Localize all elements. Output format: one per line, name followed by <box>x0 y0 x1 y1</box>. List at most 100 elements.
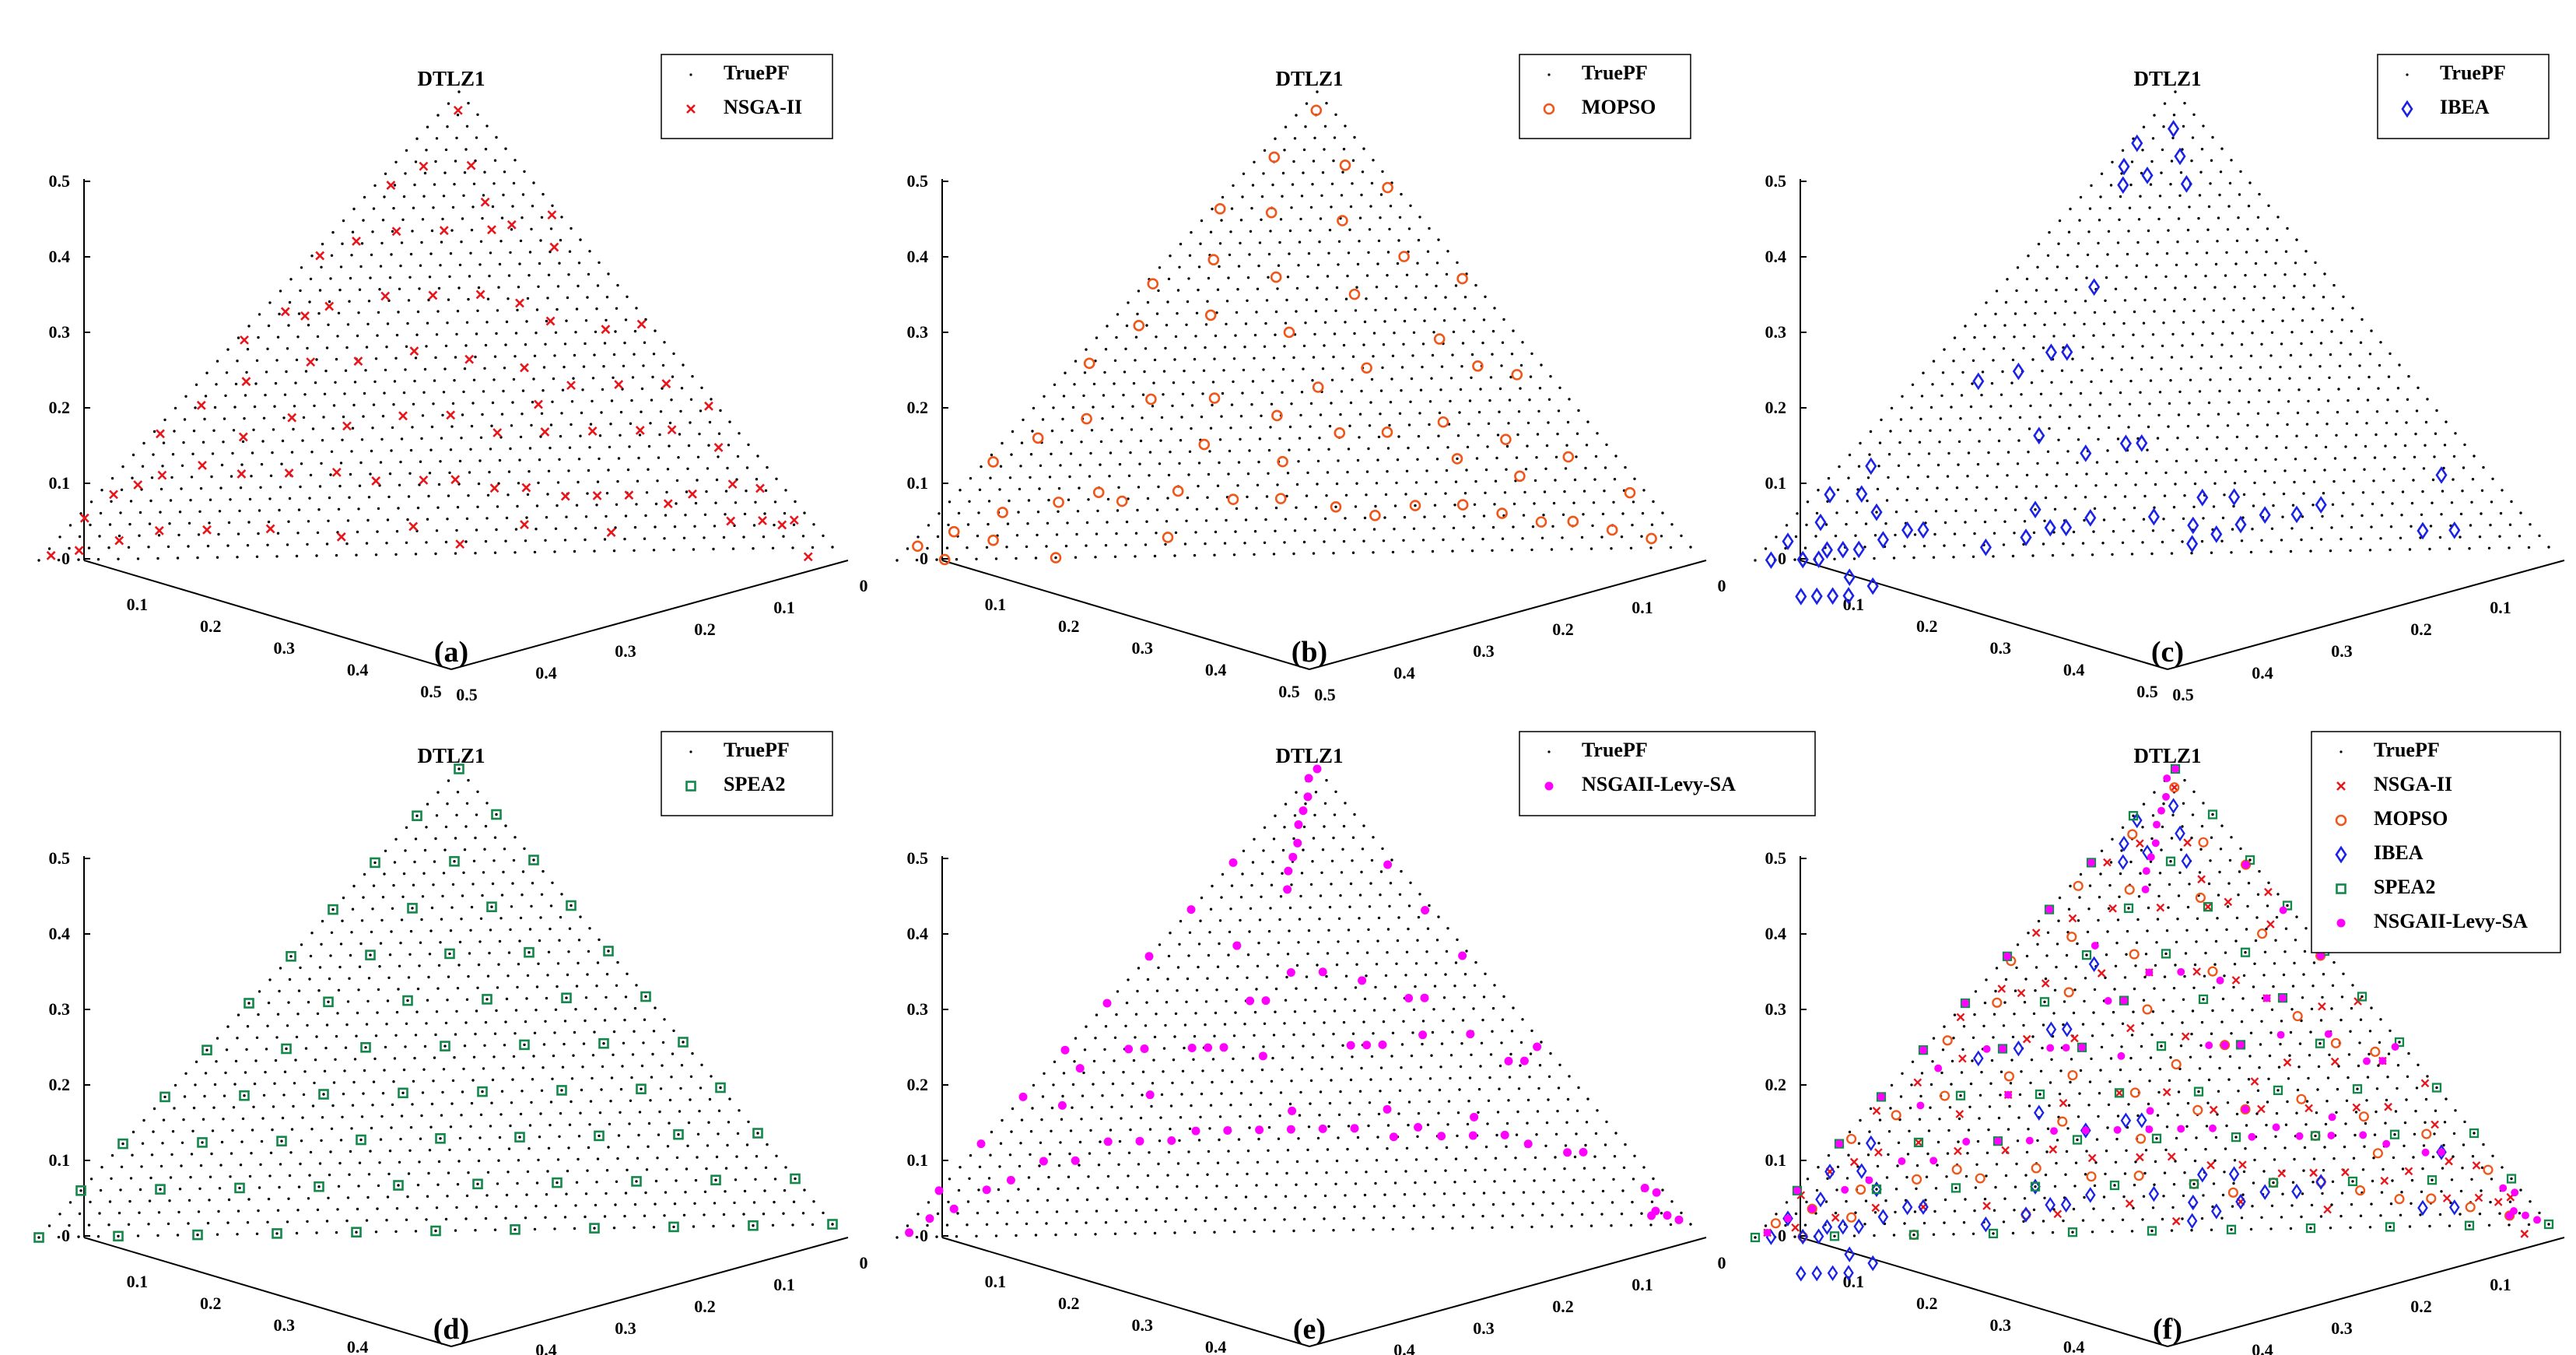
truepf-point <box>710 398 713 401</box>
truepf-point <box>1178 1139 1181 1143</box>
truepf-point <box>1155 312 1159 315</box>
truepf-point <box>2151 333 2155 336</box>
truepf-point <box>2091 553 2094 556</box>
nsga-ii-point <box>391 226 401 237</box>
truepf-point <box>2184 275 2188 278</box>
truepf-point <box>2134 287 2137 290</box>
truepf-point <box>2359 1018 2363 1021</box>
nsga-ii-point <box>521 483 531 493</box>
truepf-point <box>264 1070 267 1074</box>
truepf-point <box>1333 528 1337 532</box>
truepf-point <box>1980 393 1983 397</box>
truepf-point <box>1365 470 1369 473</box>
truepf-point <box>994 1234 998 1237</box>
nsgaii-levy-sa-point <box>1404 994 1414 1003</box>
truepf-point <box>524 1216 527 1220</box>
truepf-point <box>663 1214 666 1217</box>
truepf-point <box>1157 966 1160 970</box>
truepf-point <box>1244 1195 1248 1199</box>
truepf-point <box>1334 505 1337 508</box>
truepf-point <box>1274 333 1277 336</box>
truepf-point <box>1423 515 1426 518</box>
truepf-point <box>1689 546 1692 549</box>
truepf-point <box>572 377 575 380</box>
truepf-point <box>1239 1115 1242 1118</box>
ibea-point <box>1827 587 1839 606</box>
truepf-point <box>1235 1184 1239 1188</box>
truepf-point <box>1512 1179 1516 1183</box>
truepf-point <box>401 1091 405 1094</box>
truepf-point <box>170 1153 173 1157</box>
truepf-point <box>542 366 546 369</box>
truepf-point <box>630 1076 633 1079</box>
truepf-point <box>1038 1164 1041 1167</box>
truepf-point <box>2343 468 2346 472</box>
truepf-point <box>1185 1196 1188 1199</box>
truepf-point <box>1325 101 1328 105</box>
truepf-point <box>733 1201 736 1205</box>
spea2-point <box>514 1132 525 1143</box>
truepf-point <box>1305 102 1309 105</box>
truepf-point <box>2519 511 2522 514</box>
truepf-point <box>2195 263 2198 266</box>
truepf-point <box>289 278 293 281</box>
truepf-point <box>1148 451 1152 454</box>
truepf-point <box>1069 452 1073 455</box>
truepf-point <box>2237 893 2240 897</box>
truepf-point <box>1145 1197 1148 1200</box>
truepf-point <box>276 1013 280 1016</box>
truepf-point <box>440 918 443 921</box>
truepf-point <box>322 416 325 419</box>
truepf-point <box>107 1223 110 1227</box>
truepf-point <box>502 870 505 874</box>
nsga-ii-point <box>331 467 342 477</box>
spea2-point <box>192 1229 203 1241</box>
truepf-point <box>398 1160 401 1164</box>
truepf-point <box>2013 312 2017 315</box>
truepf-point <box>2182 802 2185 805</box>
truepf-point <box>1088 475 1092 478</box>
truepf-point <box>1614 1132 1617 1135</box>
truepf-point <box>998 488 1001 491</box>
truepf-point <box>1034 556 1038 560</box>
truepf-point <box>703 1213 706 1216</box>
truepf-point <box>2085 472 2088 476</box>
truepf-point <box>378 1161 381 1164</box>
truepf-point <box>558 458 561 461</box>
truepf-point <box>2043 519 2046 522</box>
truepf-point <box>1187 277 1190 280</box>
truepf-point <box>454 1229 457 1232</box>
truepf-point <box>1482 995 1486 999</box>
truepf-point <box>1386 470 1389 473</box>
left-tick-label: 0.2 <box>200 616 222 636</box>
truepf-point <box>525 997 528 1000</box>
truepf-point <box>254 1059 258 1062</box>
truepf-point <box>617 457 621 460</box>
truepf-point <box>268 1174 272 1178</box>
right-tick-label: 0.4 <box>1393 663 1415 683</box>
spea2-point <box>197 1137 208 1148</box>
truepf-point <box>1344 125 1347 128</box>
truepf-point <box>1251 184 1255 187</box>
truepf-point <box>152 430 156 434</box>
truepf-point <box>539 239 542 242</box>
truepf-point <box>977 511 980 514</box>
truepf-point <box>1281 367 1285 371</box>
truepf-point <box>511 401 514 404</box>
truepf-point <box>1332 552 1335 555</box>
truepf-point <box>1186 496 1190 500</box>
nsgaii-levy-sa-point <box>1075 1064 1085 1073</box>
truepf-point <box>539 1112 542 1115</box>
truepf-point <box>1453 307 1456 311</box>
truepf-point <box>745 490 748 493</box>
truepf-point <box>318 289 322 292</box>
nsgaii-levy-sa-point <box>1383 860 1393 869</box>
truepf-point <box>1018 487 1022 491</box>
truepf-point <box>756 455 759 458</box>
truepf-point <box>567 950 570 953</box>
truepf-point <box>563 1216 567 1219</box>
truepf-point <box>626 468 630 472</box>
truepf-point <box>505 997 509 1001</box>
truepf-point <box>1629 1223 1633 1227</box>
truepf-point <box>231 1129 234 1132</box>
